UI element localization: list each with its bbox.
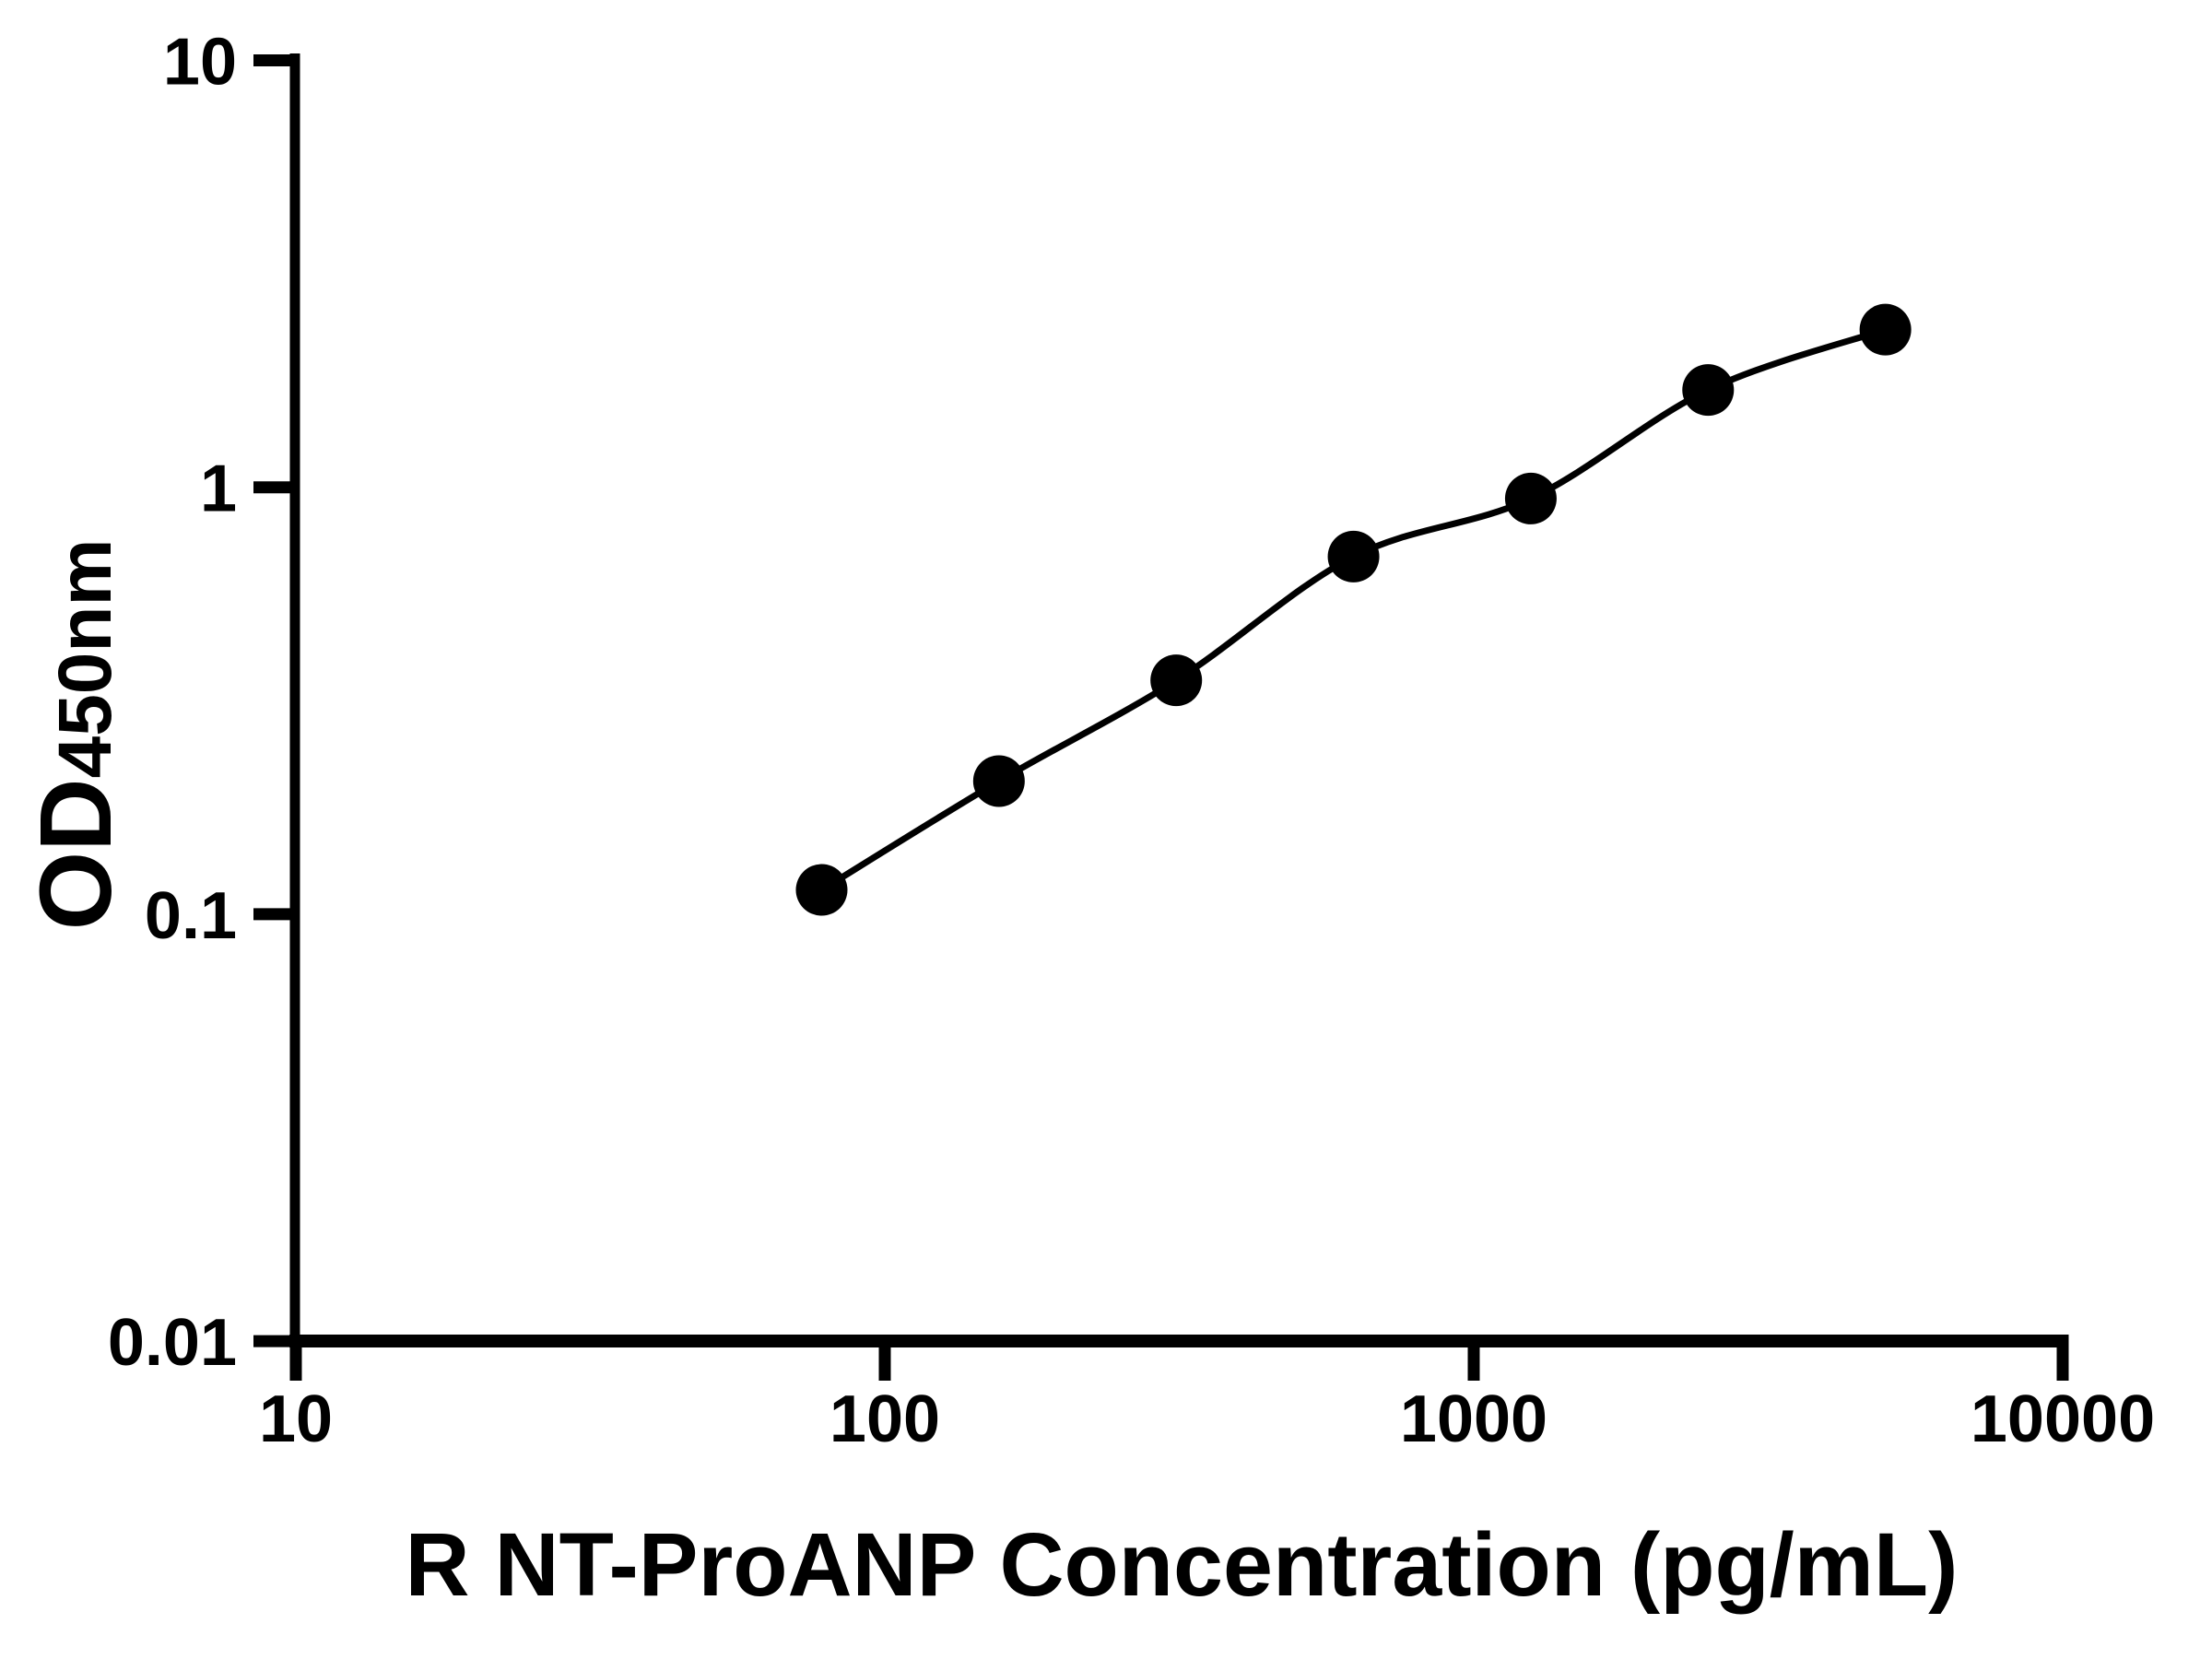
x-tick-label: 10 [259,1382,333,1456]
y-tick-label: 0.1 [145,879,237,953]
data-point-marker [1682,364,1735,417]
y-tick-label: 10 [163,26,237,100]
data-points [795,303,1912,916]
data-point-marker [1150,654,1203,707]
x-tick-label: 10000 [1971,1382,2155,1456]
x-tick-label: 100 [830,1382,940,1456]
y-axis-ticks: 10 1 0.1 0.01 [108,26,290,1380]
y-axis-title: OD450nm [19,539,133,931]
y-tick-label: 1 [200,453,237,526]
data-point-marker [795,864,848,916]
y-tick-label: 0.01 [108,1306,237,1380]
data-point-marker [972,755,1025,807]
x-axis-title: R NT-ProANP Concentration (pg/mL) [406,1514,1959,1615]
y-axis-title-main: OD [19,778,133,930]
data-point-marker [1504,472,1557,524]
data-point-marker [1859,303,1912,356]
x-axis-ticks: 10 100 1000 10000 [259,1341,2155,1456]
x-tick-label: 1000 [1400,1382,1547,1456]
fit-curve-line [819,326,1887,893]
data-point-marker [1327,530,1380,582]
y-axis-title-subscript: 450nm [43,539,127,779]
